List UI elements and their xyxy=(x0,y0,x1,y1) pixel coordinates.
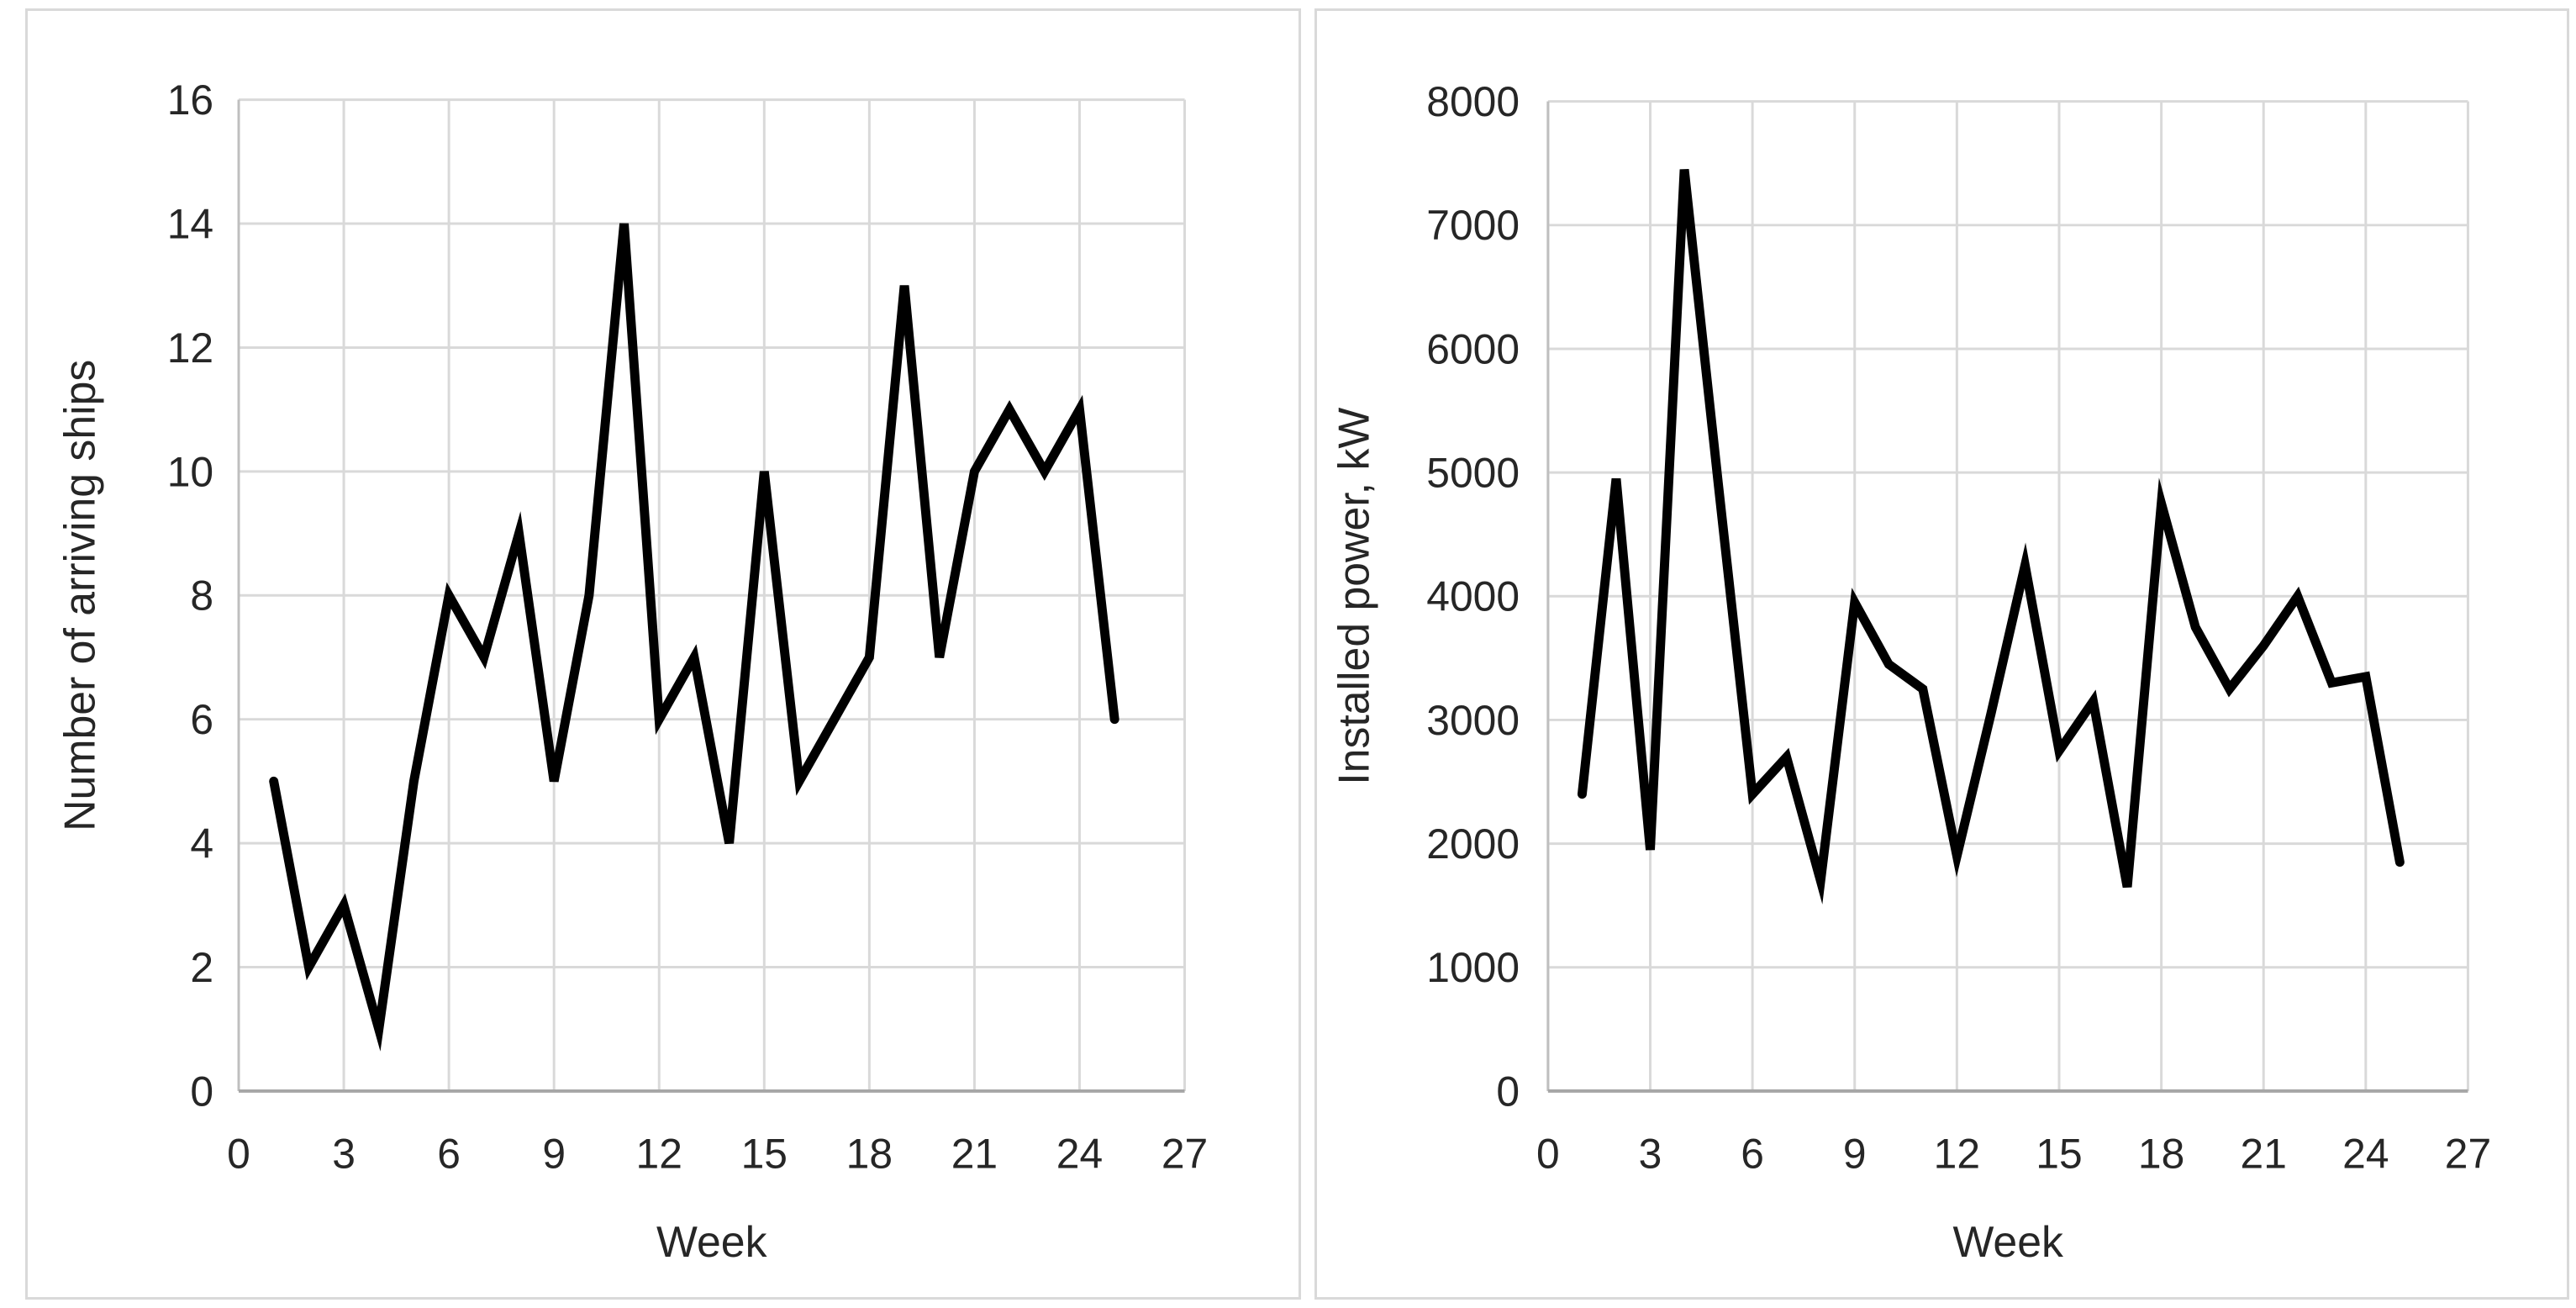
installed-power-chart-panel: 0 3 6 9 12 15 18 21 24 27 0 1000 2000 3000 4000 5000 600… xyxy=(1314,8,2569,1300)
arriving-ships-line-chart: 0 3 6 9 12 15 18 21 24 270246810121416WeekNumber … xyxy=(55,76,1209,1266)
y-tick-label: 4 xyxy=(190,820,213,868)
x-tick-label: 6 xyxy=(1741,1131,1764,1178)
y-tick-label: 6000 xyxy=(1426,325,1520,372)
y-axis-title: Number of arriving ships xyxy=(55,360,104,831)
x-tick-label: 3 xyxy=(1639,1131,1662,1178)
y-tick-label: 6 xyxy=(190,696,213,743)
y-tick-label: 7000 xyxy=(1426,202,1520,249)
data-series-line xyxy=(1577,168,2405,905)
arriving-ships-chart-panel: 0 3 6 9 12 15 18 21 24 27 0 2 4 6 8 10 12 14 16 Week Number … xyxy=(25,8,1301,1300)
x-tick-label: 12 xyxy=(636,1131,682,1178)
x-tick-label: 9 xyxy=(542,1131,566,1178)
y-tick-label: 2000 xyxy=(1426,820,1520,868)
y-tick-label: 3000 xyxy=(1426,697,1520,744)
y-tick-label: 14 xyxy=(167,200,213,247)
x-tick-label: 27 xyxy=(2445,1131,2491,1178)
x-tick-label: 0 xyxy=(227,1131,250,1178)
x-tick-label: 18 xyxy=(2138,1131,2184,1178)
x-axis-title: Week xyxy=(1952,1217,2063,1266)
x-tick-label: 27 xyxy=(1162,1131,1208,1178)
x-tick-label: 21 xyxy=(951,1131,998,1178)
y-tick-label: 5000 xyxy=(1426,450,1520,497)
y-tick-label: 12 xyxy=(167,324,213,372)
x-tick-label: 21 xyxy=(2241,1131,2287,1178)
x-tick-label: 12 xyxy=(1934,1131,1980,1178)
y-axis-title: Installed power, kW xyxy=(1330,408,1378,785)
y-tick-label: 2 xyxy=(190,944,213,991)
y-tick-label: 16 xyxy=(167,76,213,124)
x-tick-label: 24 xyxy=(2342,1131,2389,1178)
data-series-line xyxy=(269,223,1119,1052)
x-tick-label: 0 xyxy=(1536,1131,1560,1178)
y-tick-label: 8000 xyxy=(1426,78,1520,125)
x-axis-title: Week xyxy=(656,1217,767,1266)
y-tick-label: 1000 xyxy=(1426,944,1520,991)
x-tick-label: 15 xyxy=(2036,1131,2082,1178)
x-tick-label: 24 xyxy=(1056,1131,1103,1178)
installed-power-line-chart: 0 3 6 9 12 15 18 21 24 27 0 1000 2000 3000 4000 5000 600… xyxy=(1330,78,2491,1266)
y-tick-label: 8 xyxy=(190,572,213,620)
x-tick-label: 18 xyxy=(846,1131,893,1178)
y-tick-label: 4000 xyxy=(1426,573,1520,620)
y-tick-label: 10 xyxy=(167,448,213,495)
y-tick-label: 0 xyxy=(190,1068,213,1115)
x-tick-label: 15 xyxy=(741,1131,788,1178)
y-tick-label: 0 xyxy=(1496,1068,1520,1115)
x-tick-label: 9 xyxy=(1843,1131,1867,1178)
x-tick-label: 3 xyxy=(332,1131,356,1178)
x-tick-label: 6 xyxy=(437,1131,461,1178)
